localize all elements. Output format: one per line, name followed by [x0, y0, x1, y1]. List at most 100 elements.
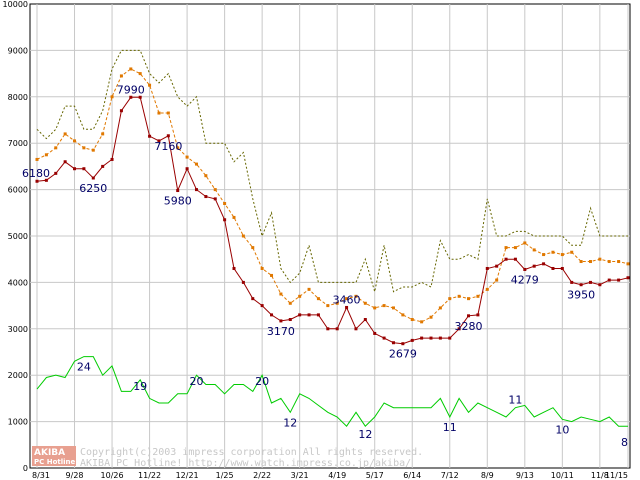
series-1-point-60 [598, 257, 602, 261]
series-1-point-48 [485, 287, 489, 291]
x-tick-label-0: 8/31 [32, 471, 50, 480]
watermark-logo-line2: PC Hotline! [34, 458, 78, 466]
series-1-point-44 [448, 297, 452, 301]
series-2-point-33 [345, 305, 349, 309]
series-2-point-11 [138, 95, 142, 99]
y-tick-label-1: 1000 [8, 418, 28, 427]
series-1-point-8 [110, 95, 114, 99]
watermark-line2: AKIBA PC Hotline! http://www.watch.impre… [80, 458, 411, 469]
series-2-point-38 [391, 341, 395, 345]
series-1-point-9 [119, 74, 123, 78]
x-tick-label-14: 10/11 [551, 471, 574, 480]
series-2-point-2 [54, 171, 58, 175]
series-2-point-42 [429, 336, 433, 340]
data-label-13: 20 [189, 375, 203, 388]
watermark-logo [32, 446, 76, 466]
y-tick-label-5: 5000 [8, 232, 28, 241]
series-2-point-40 [410, 338, 414, 342]
series-1-point-54 [542, 253, 546, 257]
series-1-point-29 [307, 287, 311, 291]
series-1-point-0 [35, 157, 39, 161]
series-1-point-59 [588, 260, 592, 264]
series-2-point-23 [251, 297, 255, 301]
data-label-6: 3460 [333, 293, 361, 306]
series-1-point-23 [251, 246, 255, 250]
x-tick-label-1: 9/28 [66, 471, 84, 480]
series-1-point-1 [44, 153, 48, 157]
series-1-point-10 [129, 67, 133, 71]
data-labels-layer: 6180 7990 6250 7160 5980 3170 3460 2679 3280 4279… [22, 83, 628, 449]
y-tick-label-3: 3000 [8, 325, 28, 334]
series-2-point-39 [401, 342, 405, 346]
series-2-point-19 [213, 197, 217, 201]
series-2-point-13 [157, 139, 161, 143]
series-1-point-5 [82, 146, 86, 150]
x-tick-label-4: 12/21 [176, 471, 199, 480]
series-2-point-5 [82, 167, 86, 171]
series-1-point-14 [166, 111, 170, 115]
data-label-19: 10 [555, 423, 569, 436]
series-1-point-15 [176, 146, 180, 150]
series-2-point-4 [73, 167, 77, 171]
series-1-point-49 [495, 278, 499, 282]
series-2-point-52 [523, 267, 527, 271]
data-label-2: 6250 [79, 182, 107, 195]
series-2-point-14 [166, 134, 170, 138]
data-label-12: 19 [133, 380, 147, 393]
series-1-line [36, 68, 629, 323]
series-2-point-6 [91, 176, 95, 180]
y-tick-label-6: 6000 [8, 186, 28, 195]
series-2-point-51 [513, 257, 517, 261]
series-1-point-34 [354, 294, 358, 298]
x-axis: 8/31 9/28 10/26 11/22 12/21 1/25 2/22 3/21 4/19 5… [32, 471, 628, 480]
series-2-point-55 [551, 266, 555, 270]
series-1-point-2 [54, 146, 58, 150]
series-2-point-59 [588, 280, 592, 284]
series-2-point-0 [35, 179, 39, 183]
series-2-point-21 [232, 266, 236, 270]
x-tick-label-6: 2/22 [253, 471, 271, 480]
x-tick-label-7: 3/21 [291, 471, 309, 480]
series-2-point-16 [185, 167, 189, 171]
x-tick-label-9: 5/17 [366, 471, 384, 480]
series-1-point-11 [138, 72, 142, 76]
series-1-point-30 [316, 297, 320, 301]
series-1-point-38 [391, 306, 395, 310]
series-1-point-51 [513, 246, 517, 250]
data-label-10: 3950 [567, 289, 595, 302]
data-label-3: 7160 [154, 140, 182, 153]
series-1-point-36 [373, 306, 377, 310]
series-1-point-19 [213, 188, 217, 192]
watermark-line1: Copyright(c)2003 impress corporation All… [80, 447, 423, 458]
series-1-point-50 [504, 246, 508, 250]
series-2-point-58 [579, 283, 583, 287]
series-2-point-63 [626, 276, 630, 280]
x-tick-label-11: 7/12 [441, 471, 459, 480]
series-2-point-9 [119, 109, 123, 113]
series-1-point-16 [185, 155, 189, 159]
series-1-point-26 [279, 292, 283, 296]
series-1-point-24 [260, 266, 264, 270]
series-1-point-62 [617, 260, 621, 264]
series-1-point-7 [101, 132, 105, 136]
y-tick-label-4: 4000 [8, 278, 28, 287]
series-1-point-57 [570, 250, 574, 254]
series-2-point-28 [298, 313, 302, 317]
series-1-point-32 [335, 301, 339, 305]
series-1-point-20 [223, 202, 227, 206]
series-1-point-42 [429, 315, 433, 319]
data-label-9: 4279 [511, 273, 539, 286]
series-1-point-12 [148, 83, 152, 87]
x-tick-label-3: 11/22 [138, 471, 161, 480]
series-2-point-7 [101, 164, 105, 168]
x-tick-label-10: 6/14 [403, 471, 421, 480]
series-2-point-44 [448, 336, 452, 340]
series-2-point-35 [363, 318, 367, 322]
series-1-point-39 [401, 313, 405, 317]
series-1-point-46 [467, 297, 471, 301]
series-1-point-3 [63, 132, 67, 136]
series-1-point-47 [476, 294, 480, 298]
series-2-point-22 [241, 280, 245, 284]
series-2-point-49 [495, 264, 499, 268]
